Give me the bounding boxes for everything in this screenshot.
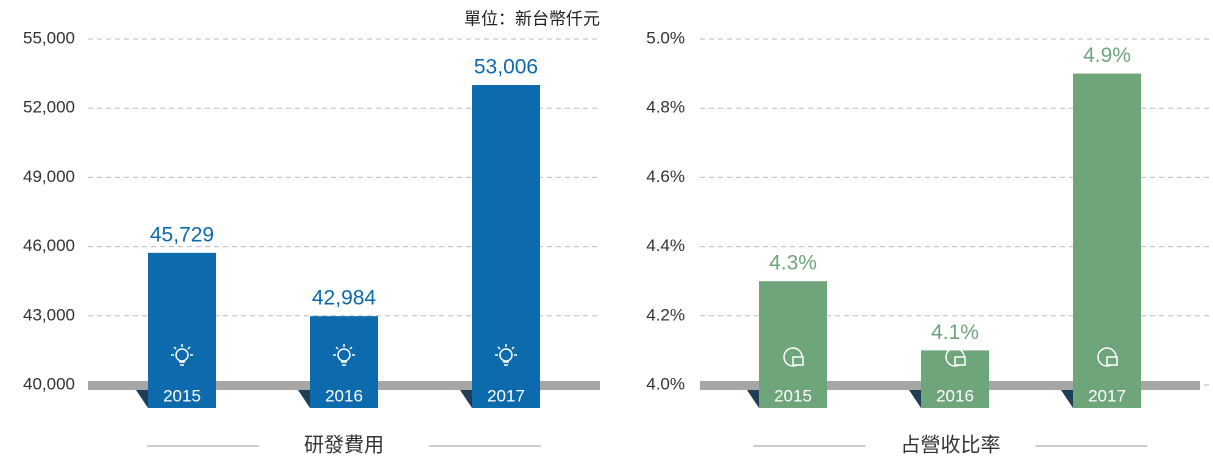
- value-label: 4.3%: [769, 252, 817, 275]
- bar: [472, 84, 540, 385]
- bar-fold: [136, 390, 148, 408]
- y-tick-label: 52,000: [23, 98, 75, 117]
- value-label: 45,729: [150, 223, 214, 246]
- y-tick-label: 4.0%: [646, 374, 685, 393]
- y-tick-label: 40,000: [23, 374, 75, 393]
- icon: [792, 356, 804, 366]
- bar: [921, 350, 989, 385]
- y-tick-label: 46,000: [23, 236, 75, 255]
- value-label: 4.1%: [931, 321, 979, 344]
- y-tick-label: 4.2%: [646, 305, 685, 324]
- bar: [1073, 73, 1141, 385]
- bar-foot: [759, 385, 827, 408]
- y-tick-label: 4.6%: [646, 167, 685, 186]
- x-tick-label: 2016: [325, 386, 363, 405]
- bar-fold: [1061, 390, 1073, 408]
- x-tick-label: 2015: [774, 386, 812, 405]
- bar-foot: [921, 385, 989, 408]
- x-tick-label: 2017: [1088, 386, 1126, 405]
- bar-foot: [472, 385, 540, 408]
- y-tick-label: 5.0%: [646, 28, 685, 47]
- chart-title: 占營收比率: [901, 433, 1001, 456]
- bar: [148, 252, 216, 385]
- bar-foot: [148, 385, 216, 408]
- icon: [954, 356, 966, 366]
- y-tick-label: 4.4%: [646, 236, 685, 255]
- icon: [1106, 356, 1118, 366]
- unit-note: 單位：新台幣仟元: [464, 9, 600, 28]
- icon: [499, 348, 513, 362]
- bar-foot: [310, 385, 378, 408]
- x-tick-label: 2017: [487, 386, 525, 405]
- icon: [337, 348, 351, 362]
- y-tick-label: 55,000: [23, 28, 75, 47]
- value-label: 4.9%: [1083, 44, 1131, 67]
- chart-title: 研發費用: [304, 433, 384, 456]
- bar-fold: [460, 390, 472, 408]
- icon: [495, 344, 517, 366]
- y-tick-label: 43,000: [23, 305, 75, 324]
- x-tick-label: 2016: [936, 386, 974, 405]
- icon: [171, 344, 193, 366]
- bar-fold: [909, 390, 921, 408]
- value-label: 42,984: [312, 287, 377, 310]
- y-tick-label: 4.8%: [646, 98, 685, 117]
- bar-fold: [747, 390, 759, 408]
- bar: [759, 281, 827, 385]
- value-label: 53,006: [474, 56, 538, 79]
- icon: [333, 344, 355, 366]
- x-tick-label: 2015: [163, 386, 201, 405]
- y-tick-label: 49,000: [23, 167, 75, 186]
- bar-fold: [298, 390, 310, 408]
- bar: [310, 316, 378, 385]
- icon: [175, 348, 189, 362]
- bar-foot: [1073, 385, 1141, 408]
